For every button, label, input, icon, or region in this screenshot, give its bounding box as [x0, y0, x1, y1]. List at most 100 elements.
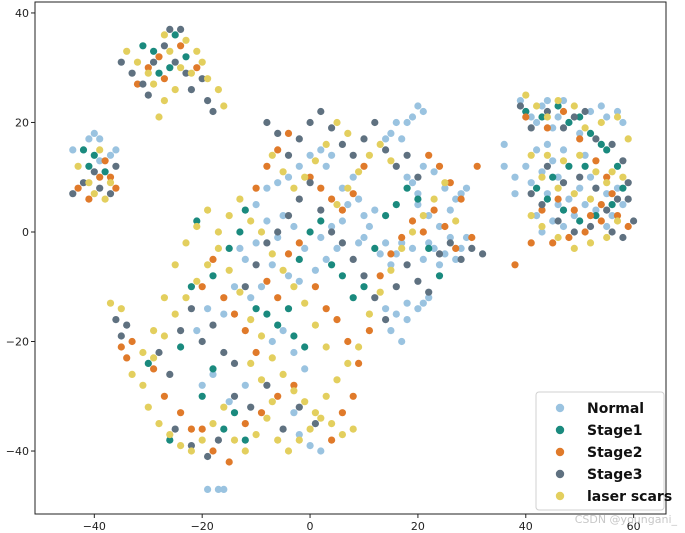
scatter-point	[220, 403, 228, 411]
scatter-point	[538, 113, 546, 121]
scatter-point	[328, 436, 336, 444]
scatter-point	[408, 217, 417, 225]
legend-box	[535, 391, 665, 511]
scatter-point	[608, 201, 616, 209]
scatter-point	[565, 162, 573, 170]
scatter-point	[204, 305, 212, 313]
scatter-point	[559, 157, 568, 165]
scatter-point	[274, 294, 282, 302]
scatter-point	[301, 365, 309, 373]
scatter-point	[220, 485, 228, 493]
scatter-point	[603, 173, 611, 181]
scatter-point	[182, 69, 190, 77]
scatter-point	[160, 97, 168, 105]
scatter-point	[624, 222, 632, 231]
y-tick-label: −40	[6, 445, 29, 458]
scatter-point	[79, 146, 88, 154]
scatter-point	[301, 398, 309, 406]
scatter-point	[214, 485, 222, 493]
scatter-point	[570, 113, 578, 121]
scatter-point	[387, 129, 395, 137]
scatter-point	[198, 436, 206, 444]
scatter-point	[468, 244, 476, 252]
scatter-point	[419, 299, 427, 307]
scatter-point	[268, 151, 276, 159]
scatter-point	[306, 118, 314, 127]
scatter-point	[473, 162, 481, 170]
scatter-point	[398, 135, 406, 143]
scatter-point	[274, 392, 282, 400]
scatter-point	[344, 359, 352, 367]
scatter-point	[187, 447, 195, 455]
scatter-point	[128, 69, 136, 77]
scatter-point	[543, 140, 552, 148]
scatter-point	[96, 135, 104, 143]
scatter-point	[79, 179, 88, 187]
scatter-point	[592, 212, 600, 220]
scatter-point	[355, 239, 363, 247]
scatter-point	[290, 184, 298, 192]
scatter-point	[500, 162, 508, 170]
y-tick-label: 0	[22, 226, 29, 239]
scatter-point	[322, 343, 330, 351]
scatter-point	[349, 392, 357, 400]
scatter-point	[398, 239, 406, 247]
scatter-point	[317, 414, 325, 422]
scatter-point	[371, 118, 379, 127]
scatter-point	[144, 64, 152, 72]
scatter-point	[214, 86, 222, 94]
scatter-point	[630, 217, 638, 225]
scatter-point	[106, 190, 115, 198]
scatter-point	[382, 212, 390, 220]
scatter-point	[355, 195, 363, 203]
scatter-point	[581, 162, 589, 170]
scatter-point	[198, 58, 206, 66]
scatter-point	[355, 168, 363, 176]
scatter-point	[90, 190, 98, 198]
scatter-point	[236, 228, 244, 236]
scatter-point	[263, 381, 271, 389]
scatter-point	[554, 195, 562, 203]
scatter-point	[252, 201, 260, 209]
scatter-point	[576, 129, 584, 137]
x-tick-label: −40	[83, 520, 106, 533]
scatter-point	[252, 305, 260, 313]
scatter-point	[457, 255, 465, 263]
scatter-point	[441, 184, 449, 192]
scatter-point	[414, 190, 422, 198]
scatter-point	[338, 217, 346, 225]
scatter-point	[177, 327, 185, 335]
scatter-point	[338, 184, 346, 192]
scatter-point	[349, 151, 357, 159]
scatter-point	[559, 107, 568, 116]
scatter-point	[150, 80, 158, 88]
scatter-point	[209, 107, 217, 116]
scatter-point	[96, 173, 104, 181]
scatter-point	[268, 337, 276, 346]
scatter-point	[182, 53, 190, 61]
scatter-point	[295, 403, 303, 411]
scatter-point	[452, 244, 460, 252]
scatter-point	[295, 195, 303, 203]
scatter-point	[274, 129, 282, 137]
y-tick-label: 20	[15, 116, 29, 129]
scatter-point	[204, 206, 212, 214]
scatter-point	[586, 222, 595, 231]
scatter-point	[376, 250, 384, 258]
scatter-point	[74, 184, 82, 192]
legend-label: Stage2	[587, 445, 642, 461]
scatter-point	[586, 173, 595, 181]
scatter-point	[117, 58, 125, 66]
scatter-point	[538, 201, 546, 209]
scatter-point	[263, 414, 271, 422]
scatter-point	[328, 195, 336, 203]
scatter-point	[96, 157, 104, 165]
scatter-point	[554, 217, 562, 225]
scatter-point	[306, 228, 314, 236]
x-tick-label: 20	[411, 520, 425, 533]
scatter-point	[209, 255, 217, 263]
scatter-point	[559, 146, 568, 154]
scatter-point	[263, 184, 271, 192]
scatter-point	[257, 332, 266, 340]
